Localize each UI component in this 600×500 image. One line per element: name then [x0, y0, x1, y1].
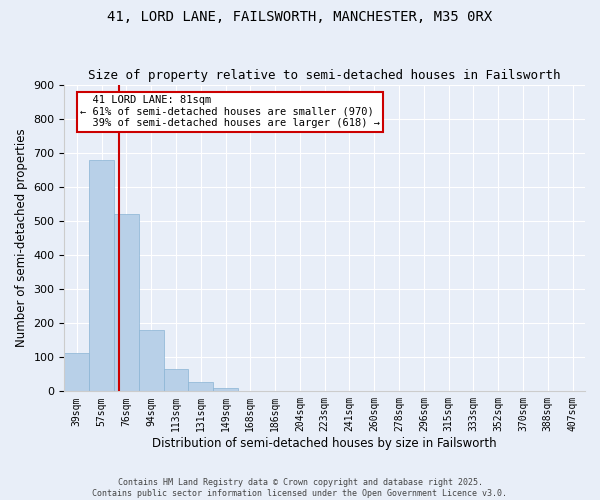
Bar — [89, 160, 114, 392]
X-axis label: Distribution of semi-detached houses by size in Failsworth: Distribution of semi-detached houses by … — [152, 437, 497, 450]
Title: Size of property relative to semi-detached houses in Failsworth: Size of property relative to semi-detach… — [88, 69, 561, 82]
Y-axis label: Number of semi-detached properties: Number of semi-detached properties — [15, 128, 28, 348]
Bar — [164, 369, 188, 392]
Bar — [114, 214, 139, 392]
Bar — [213, 388, 238, 392]
Bar — [64, 353, 89, 392]
Text: 41, LORD LANE, FAILSWORTH, MANCHESTER, M35 0RX: 41, LORD LANE, FAILSWORTH, MANCHESTER, M… — [107, 10, 493, 24]
Bar — [188, 382, 213, 392]
Text: Contains HM Land Registry data © Crown copyright and database right 2025.
Contai: Contains HM Land Registry data © Crown c… — [92, 478, 508, 498]
Text: 41 LORD LANE: 81sqm
← 61% of semi-detached houses are smaller (970)
  39% of sem: 41 LORD LANE: 81sqm ← 61% of semi-detach… — [80, 96, 380, 128]
Bar — [139, 330, 164, 392]
